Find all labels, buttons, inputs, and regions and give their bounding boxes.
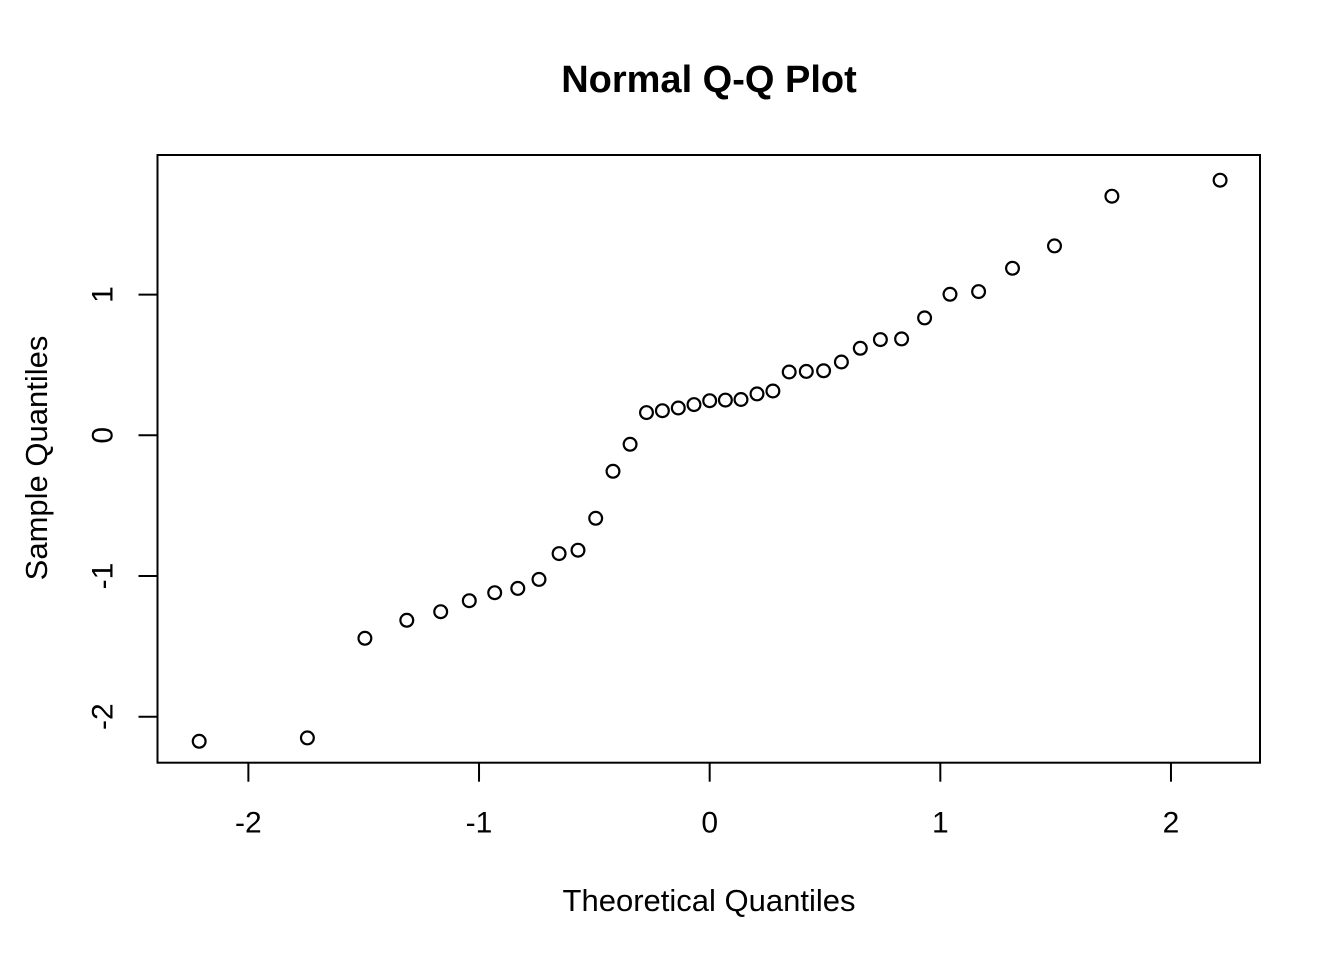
data-point [686, 397, 702, 413]
data-point [1104, 188, 1120, 204]
data-point [1046, 238, 1062, 254]
data-point [433, 604, 449, 620]
y-tick-label: -2 [87, 703, 120, 730]
x-tick-label: -1 [466, 807, 493, 840]
x-tick-label: -2 [235, 807, 262, 840]
data-point [749, 386, 765, 402]
data-point [191, 733, 207, 749]
data-point [781, 364, 797, 380]
data-point [872, 332, 888, 348]
data-point [717, 392, 733, 408]
x-tick-label: 2 [1163, 807, 1180, 840]
data-points [191, 172, 1228, 749]
y-tick-label: -1 [87, 563, 120, 590]
data-point [917, 310, 933, 326]
y-axis-tick-labels: -2 -1 0 1 [87, 286, 120, 730]
plot-title: Normal Q-Q Plot [561, 59, 857, 101]
data-point [654, 403, 670, 419]
data-point [765, 383, 781, 399]
data-point [816, 363, 832, 379]
data-point [531, 571, 547, 587]
data-point [622, 436, 638, 452]
x-tick-label: 0 [701, 807, 718, 840]
data-point [942, 286, 958, 302]
data-point [638, 405, 654, 421]
data-point [357, 630, 373, 646]
data-point [833, 354, 849, 370]
data-point [733, 392, 749, 408]
data-point [1004, 260, 1020, 276]
data-point [299, 730, 315, 746]
x-axis-label: Theoretical Quantiles [563, 883, 856, 918]
data-point [894, 331, 910, 347]
data-point [1212, 172, 1228, 188]
data-point [971, 284, 987, 300]
data-point [798, 363, 814, 379]
y-axis-label: Sample Quantiles [19, 336, 54, 581]
data-point [551, 546, 567, 562]
x-tick-label: 1 [932, 807, 949, 840]
data-point [588, 510, 604, 526]
data-point [399, 612, 415, 628]
data-point [461, 593, 477, 609]
data-point [670, 400, 686, 416]
x-axis-ticks [247, 762, 1172, 782]
data-point [487, 585, 503, 601]
data-point [852, 340, 868, 356]
y-tick-label: 0 [87, 427, 120, 444]
data-point [605, 463, 621, 479]
data-point [510, 580, 526, 596]
y-tick-label: 1 [87, 286, 120, 303]
data-point [570, 542, 586, 558]
y-axis-ticks [138, 293, 158, 718]
x-axis-tick-labels: -2 -1 0 1 2 [235, 807, 1179, 840]
data-point [702, 393, 718, 409]
